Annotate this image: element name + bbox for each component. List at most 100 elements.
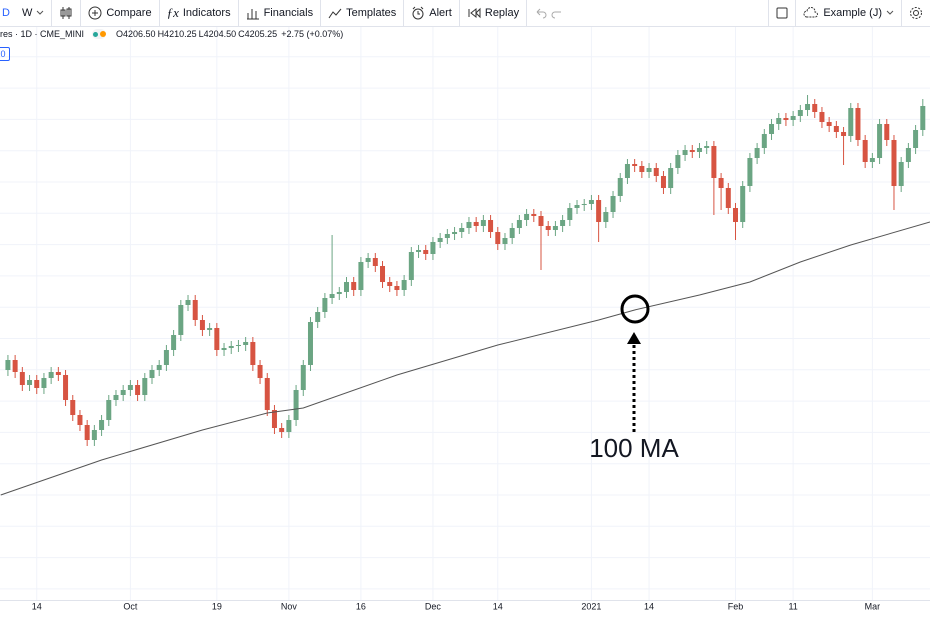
ohlc-open: O4206.50	[116, 29, 156, 39]
candle-body	[444, 234, 450, 238]
candle-body	[711, 146, 717, 178]
undo-redo[interactable]	[527, 0, 571, 26]
candle-body	[120, 390, 126, 395]
financials-label: Financials	[263, 7, 314, 19]
candle-body	[531, 214, 537, 216]
candle-body	[315, 312, 321, 322]
candle-body	[185, 300, 191, 305]
candle-body	[812, 104, 818, 112]
undo-icon	[536, 8, 562, 19]
candle-body	[732, 208, 738, 222]
candle-body	[178, 305, 184, 335]
candle-body	[171, 335, 177, 350]
candle-body	[221, 348, 227, 350]
x-tick-label: 11	[788, 601, 797, 611]
candle-body	[99, 420, 105, 430]
alert-button[interactable]: Alert	[404, 0, 460, 26]
candle-body	[34, 380, 40, 388]
replay-icon	[468, 7, 481, 19]
candle-body	[271, 410, 277, 428]
templates-button[interactable]: Templates	[321, 0, 405, 26]
x-tick-label: 14	[644, 601, 654, 611]
x-tick-label: 2021	[581, 601, 601, 611]
templates-icon	[328, 8, 342, 19]
candle-body	[668, 168, 674, 188]
layout-button[interactable]: Example (J)	[796, 0, 902, 26]
candle-body	[142, 378, 148, 395]
candle-body	[192, 300, 198, 320]
candle-body	[286, 420, 292, 432]
replay-label: Replay	[484, 7, 520, 19]
candle-body	[199, 320, 205, 330]
candle-body	[279, 428, 285, 432]
candle-body	[48, 372, 54, 378]
candle-body	[574, 205, 580, 208]
candle-body	[358, 262, 364, 290]
symbol: res · 1D · CME_MINI	[0, 29, 85, 39]
candle-body	[653, 168, 659, 176]
candle-body	[235, 345, 241, 346]
candle-body	[596, 200, 602, 222]
candle-body	[70, 400, 76, 415]
x-tick-label: Nov	[281, 601, 298, 611]
candle-body	[862, 140, 868, 162]
candle-body	[257, 365, 263, 378]
candle-body	[300, 365, 306, 390]
chart-type[interactable]	[52, 0, 82, 26]
candle-body	[380, 266, 386, 282]
candle-body	[329, 294, 335, 298]
ohlc-low: L4204.50	[198, 29, 237, 39]
candle-body	[343, 282, 349, 292]
x-tick-label: 14	[493, 601, 503, 611]
compare-button[interactable]: Compare	[81, 0, 160, 26]
bars-icon	[246, 9, 259, 20]
candle-body	[545, 226, 551, 230]
candle-body	[452, 232, 458, 234]
candle-body	[588, 200, 594, 204]
x-tick-label: 19	[212, 601, 222, 611]
candle-body	[250, 342, 256, 365]
candle-body	[761, 134, 767, 148]
candle-body	[639, 166, 645, 172]
candle-body	[264, 378, 270, 410]
candle-body	[783, 118, 789, 120]
interval-day[interactable]: D	[2, 7, 10, 19]
candle-body	[113, 395, 119, 400]
fullscreen-button[interactable]	[768, 0, 797, 26]
financials-button[interactable]: Financials	[239, 0, 322, 26]
settings-button[interactable]	[902, 0, 930, 26]
candle-body	[747, 158, 753, 186]
candle-body	[106, 400, 112, 420]
candle-body	[891, 140, 897, 186]
dropdown-icon[interactable]	[36, 9, 44, 17]
interval-week[interactable]: W	[21, 7, 33, 19]
candle-body	[538, 216, 544, 226]
replay-button[interactable]: Replay	[460, 0, 528, 26]
candle-body	[77, 415, 83, 425]
badge: 0	[0, 47, 10, 61]
candle-body	[228, 346, 234, 348]
candle-body	[833, 126, 839, 132]
indicators-button[interactable]: ƒx Indicators	[160, 0, 239, 26]
candle-body	[603, 212, 609, 222]
candle-body	[437, 238, 443, 242]
candle-body	[127, 385, 133, 390]
plot-bg	[0, 25, 930, 600]
alert-label: Alert	[429, 7, 452, 19]
candle-body	[790, 116, 796, 120]
cloud-icon	[803, 7, 819, 18]
candle-body	[63, 375, 69, 400]
toolbar: D W Compare ƒx Indicators Financials Temp…	[0, 0, 930, 27]
candle-body	[610, 196, 616, 212]
x-tick-label: Dec	[425, 601, 442, 611]
status-dots	[92, 29, 107, 39]
dropdown-icon	[886, 10, 894, 15]
candle-body	[819, 112, 825, 122]
candle-body	[797, 110, 803, 116]
ohlc-change: +2.75 (+0.07%)	[281, 29, 344, 39]
candle-body	[581, 204, 587, 205]
candle-body	[5, 360, 11, 370]
candle-body	[913, 130, 919, 148]
candle-body	[632, 164, 638, 166]
